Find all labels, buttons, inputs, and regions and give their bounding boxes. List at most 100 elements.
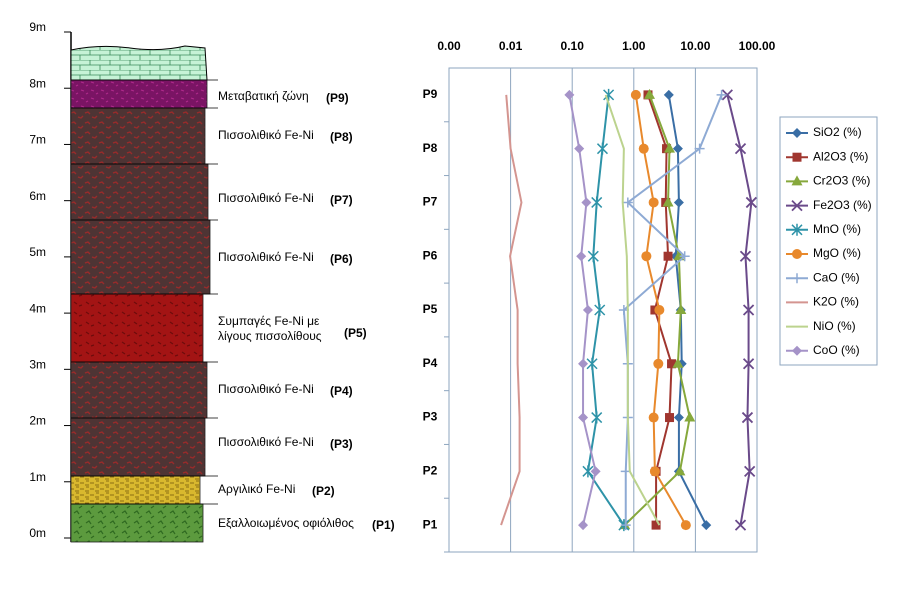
x-tick-label: 10.00 [680,39,710,53]
y-tick-label: P1 [423,517,438,531]
layer-label: λίγους πισσολίθους [218,329,322,343]
layer-sample: (P8) [330,130,353,144]
depth-label: 4m [29,301,46,315]
marker [716,89,727,100]
legend: SiO2 (%) Al2O3 (%) Cr2O3 (%) Fe2O3 (%) MnO (… [786,125,872,357]
limestone-cap [70,45,208,81]
x-tick-label: 100.00 [739,39,776,53]
layer [70,219,211,295]
marker [679,251,690,262]
chart: 0.00 0.01 0.10 1.00 10.00 100.00 P1 P2 P3 P4 P5 P6 P… [423,39,776,553]
marker [578,520,589,531]
layer-label: Πισσολιθικό Fe-Ni [218,191,314,205]
marker [791,199,803,212]
marker [672,143,683,154]
series-line [667,94,708,526]
marker [701,520,712,531]
marker [663,89,674,100]
marker [596,142,608,155]
x-tick-label: 0.01 [499,39,523,53]
series-line [604,94,661,526]
marker [792,345,802,356]
legend-label: CaO (%) [813,270,860,284]
series-line [500,94,523,526]
marker [792,152,802,162]
layer [70,503,204,543]
layer [70,475,201,505]
marker [674,465,686,476]
marker [644,88,656,99]
marker [620,520,631,531]
y-tick-label: P5 [423,302,438,316]
layer-sample: (P5) [344,326,367,340]
y-tick-label: P2 [423,464,438,478]
marker [792,273,802,284]
marker [578,412,589,423]
marker [578,358,589,369]
marker [667,359,677,369]
layer-sample: (P3) [330,437,353,451]
marker [587,250,599,263]
layer-label: Πισσολιθικό Fe-Ni [218,382,314,396]
marker [742,304,755,316]
depth-label: 7m [29,133,46,147]
marker [591,196,603,209]
layer-label: Πισσολιθικό Fe-Ni [218,250,314,264]
marker [586,357,598,370]
legend-label: Cr2O3 (%) [813,174,870,188]
legend-label: K2O (%) [813,295,859,309]
x-tick-label: 0.10 [561,39,585,53]
marker [664,142,676,153]
marker [649,466,660,477]
marker [673,197,684,208]
layer-label: Εξαλλοιωμένος οφιόλιθος [218,516,354,530]
y-tick-label: P8 [423,141,438,155]
layer-label: Μεταβατική ζώνη [218,89,309,103]
x-tick-label: 0.00 [437,39,461,53]
marker [663,251,673,261]
marker [622,197,633,208]
series-line [622,94,723,526]
marker [744,465,756,477]
layer-label: Πισσολιθικό Fe-Ni [218,128,314,142]
marker [742,358,755,370]
marker [591,411,603,424]
layer [70,293,204,363]
marker [721,89,733,101]
marker [564,89,575,100]
y-tick-label: P4 [423,356,438,370]
marker [648,197,659,208]
legend-label: MgO (%) [813,246,861,260]
marker [675,304,687,314]
layer [70,163,209,221]
marker [684,411,696,422]
legend-label: Fe2O3 (%) [813,198,872,212]
marker [673,412,684,423]
marker [651,520,661,530]
legend-label: CoO (%) [813,343,860,357]
depth-label: 1m [29,470,46,484]
marker [576,251,587,262]
marker [594,304,606,316]
layer-sample: (P2) [312,484,335,498]
depth-label: 6m [29,189,46,203]
layer-label: Πισσολιθικό Fe-Ni [218,435,314,449]
legend-label: MnO (%) [813,222,861,236]
marker [590,466,601,477]
layer-label: Αργιλικό Fe-Ni [218,482,295,496]
marker [653,358,664,369]
marker [734,519,747,531]
marker [672,357,684,368]
stratigraphic-column: 0m 1m 2m 3m 4m 5m 6m 7m 8m 9m Μεταβατική ζώνη (P9) Π… [29,20,395,543]
layer-sample: (P9) [326,91,349,105]
marker [641,251,652,262]
depth-label: 0m [29,526,46,540]
depth-label: 2m [29,414,46,428]
layer-sample: (P7) [330,193,353,207]
marker [582,465,594,478]
y-tick-label: P6 [423,248,438,262]
marker [581,197,592,208]
marker [662,196,674,207]
layer [70,417,206,477]
y-tick-label: P3 [423,410,438,424]
